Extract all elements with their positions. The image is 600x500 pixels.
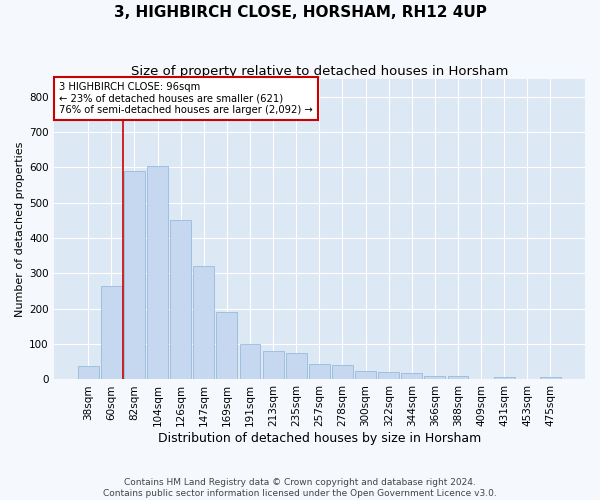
- Bar: [101, 286, 122, 380]
- Bar: [448, 376, 469, 380]
- Text: 3 HIGHBIRCH CLOSE: 96sqm
← 23% of detached houses are smaller (621)
76% of semi-: 3 HIGHBIRCH CLOSE: 96sqm ← 23% of detach…: [59, 82, 313, 116]
- Title: Size of property relative to detached houses in Horsham: Size of property relative to detached ho…: [131, 65, 508, 78]
- Bar: [147, 166, 168, 380]
- Bar: [170, 220, 191, 380]
- Bar: [378, 372, 399, 380]
- Bar: [217, 312, 237, 380]
- Bar: [124, 171, 145, 380]
- Text: Contains HM Land Registry data © Crown copyright and database right 2024.
Contai: Contains HM Land Registry data © Crown c…: [103, 478, 497, 498]
- Bar: [193, 266, 214, 380]
- Bar: [263, 351, 284, 380]
- Bar: [471, 379, 491, 380]
- Bar: [517, 379, 538, 380]
- Bar: [78, 366, 98, 380]
- Text: 3, HIGHBIRCH CLOSE, HORSHAM, RH12 4UP: 3, HIGHBIRCH CLOSE, HORSHAM, RH12 4UP: [113, 5, 487, 20]
- Bar: [494, 376, 515, 380]
- X-axis label: Distribution of detached houses by size in Horsham: Distribution of detached houses by size …: [158, 432, 481, 445]
- Bar: [401, 373, 422, 380]
- Y-axis label: Number of detached properties: Number of detached properties: [15, 142, 25, 317]
- Bar: [239, 344, 260, 380]
- Bar: [424, 376, 445, 380]
- Bar: [540, 376, 561, 380]
- Bar: [309, 364, 330, 380]
- Bar: [286, 353, 307, 380]
- Bar: [332, 366, 353, 380]
- Bar: [355, 370, 376, 380]
